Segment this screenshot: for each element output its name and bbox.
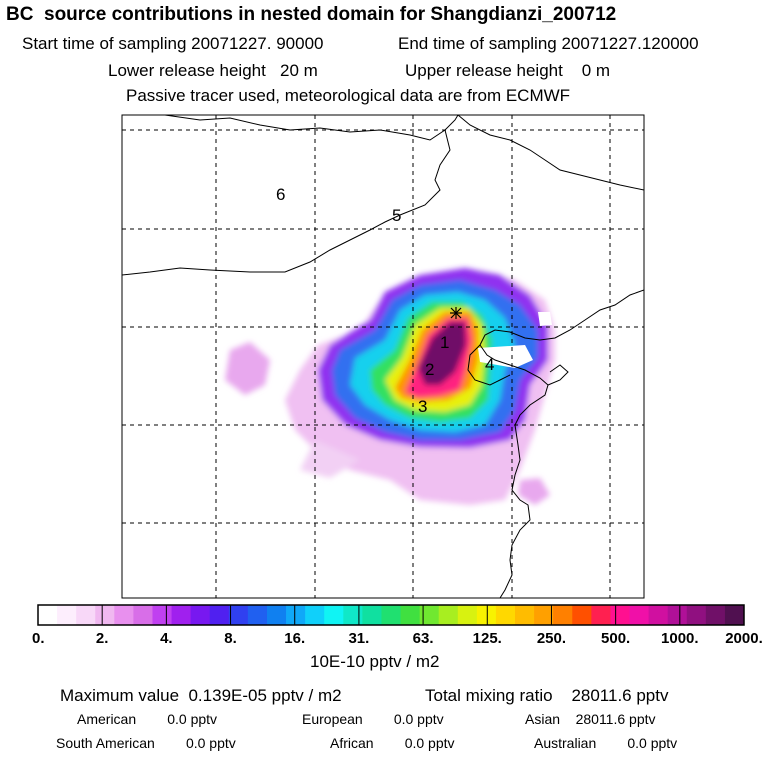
south-american-contribution: South American 0.0 pptv xyxy=(56,735,236,751)
colorbar-cell xyxy=(171,605,192,625)
coastline xyxy=(479,289,644,598)
colorbar-cell xyxy=(209,605,230,625)
start-time-label: Start time of sampling 20071227. 90000 xyxy=(22,34,324,53)
region-label-5: 5 xyxy=(392,206,401,225)
receptor-site-marker xyxy=(450,307,462,319)
colorbar-cell xyxy=(724,605,745,625)
colorbar-cells xyxy=(38,605,745,625)
blank-patch-sea xyxy=(478,345,533,368)
max-value-label: Maximum value 0.139E-05 pptv / m2 xyxy=(60,686,342,705)
colorbar-cell xyxy=(305,605,325,625)
bohai-coast xyxy=(467,344,511,386)
region-label-1: 1 xyxy=(440,333,449,352)
colorbar-cell xyxy=(38,605,58,625)
colorbar-cell xyxy=(610,605,631,625)
colorbar-tick-label: 31. xyxy=(348,630,370,647)
plume-southeast-patch xyxy=(518,478,550,505)
colorbar-tick-label: 125. xyxy=(472,630,502,647)
colorbar-tick-label: 250. xyxy=(536,630,567,647)
china-north-border xyxy=(122,129,451,276)
tracer-label: Passive tracer used, meteorological data… xyxy=(126,86,571,105)
australian-contribution: Australian 0.0 pptv xyxy=(534,735,678,751)
colorbar-tick-label: 8. xyxy=(224,630,237,647)
region-label-4: 4 xyxy=(485,355,494,374)
colorbar-cell xyxy=(76,605,96,625)
colorbar-cell xyxy=(190,605,211,625)
colorbar-cell xyxy=(515,605,535,625)
plume-west-patch xyxy=(225,342,270,395)
colorbar-cell xyxy=(438,605,459,625)
colorbar-frame xyxy=(37,604,745,626)
colorbar-cell xyxy=(343,605,363,625)
colorbar-cell xyxy=(705,605,726,625)
colorbar-tick-label: 63. xyxy=(412,630,434,647)
colorbar-tick-label: 1000. xyxy=(661,630,699,647)
plot-title: BC source contributions in nested domain… xyxy=(6,4,617,25)
region-label-2: 2 xyxy=(425,360,434,379)
colorbar-cell xyxy=(152,605,173,625)
colorbar-cell xyxy=(95,605,115,625)
colorbar-cell xyxy=(686,605,707,625)
lower-release-label: Lower release height 20 m xyxy=(108,61,318,80)
colorbar-tick-label: 0. xyxy=(32,630,45,647)
map-boundaries xyxy=(122,115,644,598)
total-mixing-label: Total mixing ratio 28011.6 pptv xyxy=(425,686,669,705)
colorbar-cell xyxy=(286,605,306,625)
colorbar-cell xyxy=(457,605,478,625)
colorbar-cell xyxy=(324,605,344,625)
colorbar-tick-label: 4. xyxy=(160,630,173,647)
colorbar-tick-label: 500. xyxy=(601,630,631,647)
upper-release-label: Upper release height 0 m xyxy=(405,61,611,80)
colorbar-cell xyxy=(648,605,669,625)
blank-patch-north xyxy=(538,312,552,326)
colorbar-cell xyxy=(534,605,554,625)
colorbar-cell xyxy=(495,605,516,625)
colorbar-cell xyxy=(228,605,249,625)
colorbar-cell xyxy=(362,605,382,625)
colorbar-units: 10E-10 pptv / m2 xyxy=(310,652,440,671)
african-contribution: African 0.0 pptv xyxy=(330,735,455,751)
region-label-6: 6 xyxy=(276,185,285,204)
colorbar-cell xyxy=(247,605,268,625)
european-contribution: European 0.0 pptv xyxy=(302,711,444,727)
plume-core xyxy=(418,322,466,385)
colorbar-cell xyxy=(667,605,688,625)
colorbar-cell xyxy=(629,605,650,625)
colorbar-cell xyxy=(400,605,421,625)
shandong-tip xyxy=(547,364,569,386)
colorbar-cell xyxy=(266,605,287,625)
colorbar-cell xyxy=(114,605,134,625)
inner-mongolia-border xyxy=(457,115,644,191)
asian-contribution: Asian 28011.6 pptv xyxy=(525,711,656,727)
colorbar-cell xyxy=(419,605,440,625)
map-frame xyxy=(121,114,645,599)
colorbar-tick-label: 16. xyxy=(284,630,306,647)
concentration-field xyxy=(225,268,555,505)
region-label-3: 3 xyxy=(418,397,427,416)
colorbar-cell xyxy=(572,605,592,625)
map-graticule xyxy=(122,115,644,598)
colorbar-cell xyxy=(133,605,153,625)
end-time-label: End time of sampling 20071227.120000 xyxy=(398,34,699,53)
colorbar-tick-label: 2. xyxy=(95,630,109,647)
american-contribution: American 0.0 pptv xyxy=(77,711,218,727)
colorbar-cell xyxy=(381,605,402,625)
colorbar-cell xyxy=(591,605,611,625)
colorbar-cell xyxy=(476,605,497,625)
plume-layers xyxy=(225,268,555,505)
colorbar-tick-label: 2000. xyxy=(725,630,763,647)
colorbar-cell xyxy=(57,605,77,625)
colorbar-cell xyxy=(553,605,573,625)
